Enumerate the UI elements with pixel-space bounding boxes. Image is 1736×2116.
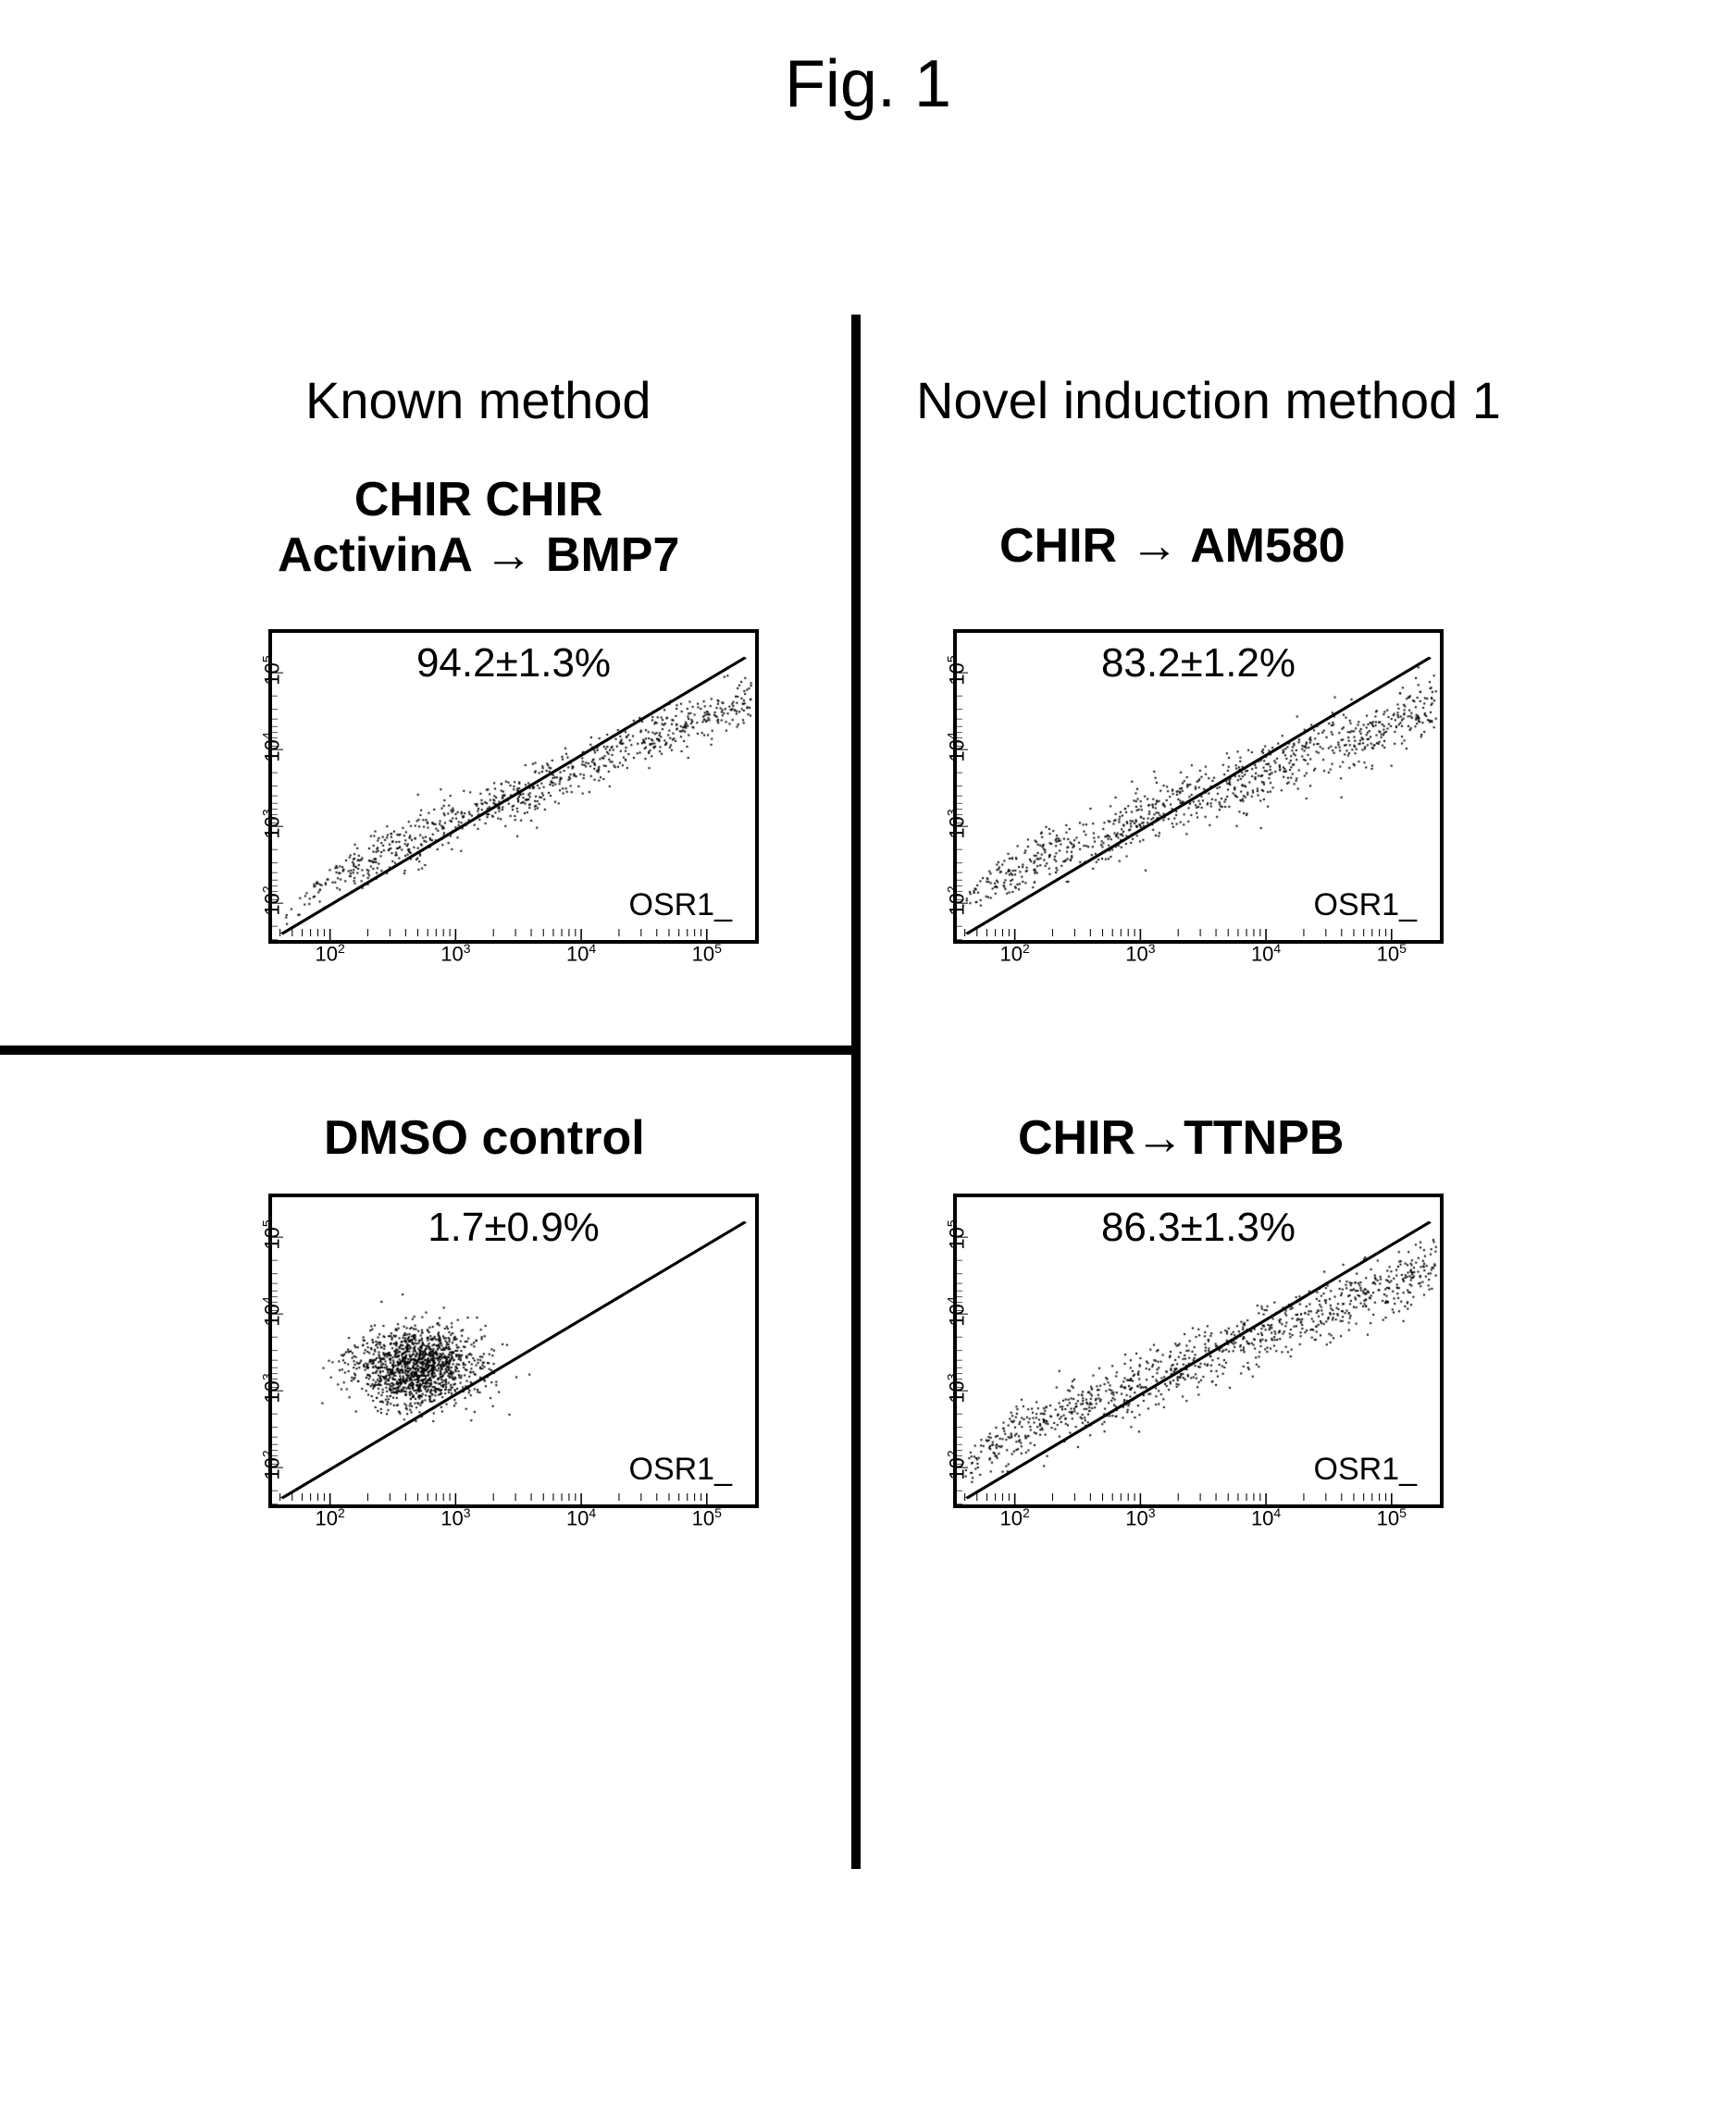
percent-label: 83.2±1.2%	[1101, 640, 1296, 687]
panel-container: Known method Novel induction method 1 CH…	[185, 370, 1573, 1850]
osr1-label: OSR1_	[629, 887, 733, 923]
treatment-label: DMSO control	[324, 1110, 645, 1166]
x-tick-label: 103	[1125, 1505, 1155, 1530]
osr1-label: OSR1_	[1314, 1452, 1418, 1488]
percent-label: 1.7±0.9%	[428, 1205, 600, 1251]
x-tick-label: 103	[440, 941, 470, 966]
figure-title: Fig. 1	[0, 46, 1736, 122]
osr1-label: OSR1_	[1314, 887, 1418, 923]
vertical-divider	[851, 315, 861, 1869]
x-tick-label: 104	[1251, 1505, 1281, 1530]
x-tick-label: 104	[566, 941, 596, 966]
osr1-label: OSR1_	[629, 1452, 733, 1488]
flow-plot: 94.2±1.3%OSR1_102103104105102103104105	[268, 629, 759, 944]
horizontal-divider	[0, 1046, 851, 1055]
flow-plot: 86.3±1.3%OSR1_102103104105102103104105	[953, 1194, 1444, 1508]
flow-plot: 83.2±1.2%OSR1_102103104105102103104105	[953, 629, 1444, 944]
treatment-label: CHIR→TTNPB	[1018, 1110, 1344, 1166]
x-tick-label: 105	[1377, 1505, 1407, 1530]
x-tick-label: 102	[999, 1505, 1029, 1530]
x-tick-label: 104	[1251, 941, 1281, 966]
treatment-label: CHIR CHIRActivinA → BMP7	[278, 472, 679, 583]
x-tick-label: 103	[440, 1505, 470, 1530]
x-tick-label: 103	[1125, 941, 1155, 966]
x-tick-label: 105	[692, 941, 722, 966]
treatment-label: CHIR → AM580	[999, 518, 1345, 574]
x-tick-label: 102	[315, 941, 344, 966]
x-tick-label: 104	[566, 1505, 596, 1530]
x-tick-label: 102	[315, 1505, 344, 1530]
known-method-header: Known method	[305, 370, 651, 430]
flow-plot: 1.7±0.9%OSR1_102103104105102103104105	[268, 1194, 759, 1508]
percent-label: 94.2±1.3%	[416, 640, 611, 687]
x-tick-label: 102	[999, 941, 1029, 966]
x-tick-label: 105	[1377, 941, 1407, 966]
novel-method-header: Novel induction method 1	[916, 370, 1501, 430]
percent-label: 86.3±1.3%	[1101, 1205, 1296, 1251]
x-tick-label: 105	[692, 1505, 722, 1530]
